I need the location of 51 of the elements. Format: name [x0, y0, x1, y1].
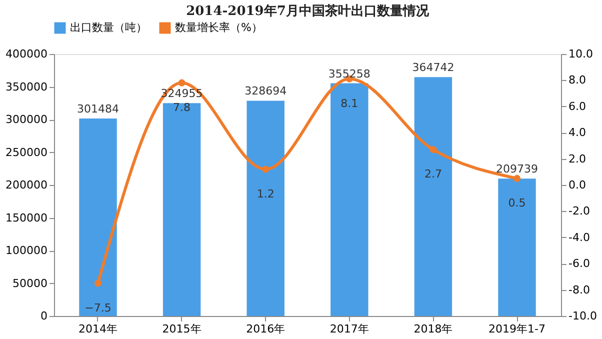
- x-tick-label: 2017年: [330, 322, 369, 336]
- y-tick-label: 400000: [6, 48, 48, 60]
- x-tick-label: 2014年: [78, 322, 118, 336]
- data-label: 7.8: [173, 100, 191, 114]
- data-label: 355258: [328, 67, 370, 80]
- data-label: 364742: [412, 61, 454, 74]
- point: [262, 166, 270, 173]
- point: [430, 146, 437, 154]
- bar: [498, 178, 536, 316]
- bar: [330, 83, 368, 316]
- y2-tick-label: -10.0: [568, 310, 597, 322]
- y-tick-label: 0: [40, 310, 48, 322]
- bar: [246, 100, 284, 316]
- y-tick-label: 150000: [6, 211, 48, 224]
- chart-title: 2014-2019年7月中国茶叶出口数量情况: [186, 3, 430, 19]
- y2-tick-label: 10.0: [568, 48, 593, 60]
- x-tick-label: 2016年: [246, 322, 286, 336]
- point: [513, 174, 521, 182]
- point: [94, 280, 102, 287]
- data-label: 209739: [496, 162, 538, 176]
- y-tick-label: 250000: [6, 146, 48, 159]
- point: [178, 79, 186, 86]
- y2-tick-label: 4.0: [568, 126, 586, 140]
- bar: [414, 77, 452, 316]
- y2-tick-label: -2.0: [568, 204, 590, 218]
- x-tick-label: 2018年: [414, 322, 453, 336]
- legend-label: 数量增长率（%）: [175, 21, 262, 34]
- x-tick-label: 2015年: [162, 322, 202, 336]
- y2-tick-label: 0.0: [568, 178, 586, 192]
- bar: [79, 118, 117, 316]
- data-label: 328694: [244, 84, 287, 98]
- y-tick-label: 50000: [12, 276, 48, 290]
- data-label: 1.2: [256, 187, 274, 200]
- y2-tick-label: 8.0: [568, 74, 586, 87]
- data-label: 301484: [76, 102, 119, 116]
- data-label: 0.5: [508, 196, 526, 210]
- y2-tick-label: 2.0: [568, 152, 586, 166]
- y-tick-label: 300000: [6, 113, 48, 126]
- legend-label: 出口数量（吨）: [70, 21, 147, 34]
- y-tick-label: 350000: [6, 80, 48, 94]
- y2-tick-label: -8.0: [568, 283, 590, 296]
- y2-tick-label: 6.0: [568, 100, 586, 113]
- bar: [162, 103, 201, 316]
- y-tick-label: 100000: [6, 244, 48, 257]
- y-tick-label: 200000: [6, 178, 48, 192]
- y2-tick-label: -4.0: [568, 230, 590, 244]
- x-tick-label: 2019年1-7: [488, 322, 546, 336]
- data-label: −7.5: [84, 301, 112, 314]
- y2-tick-label: -6.0: [568, 257, 590, 270]
- data-label: 2.7: [424, 168, 442, 181]
- data-label: 8.1: [340, 96, 358, 110]
